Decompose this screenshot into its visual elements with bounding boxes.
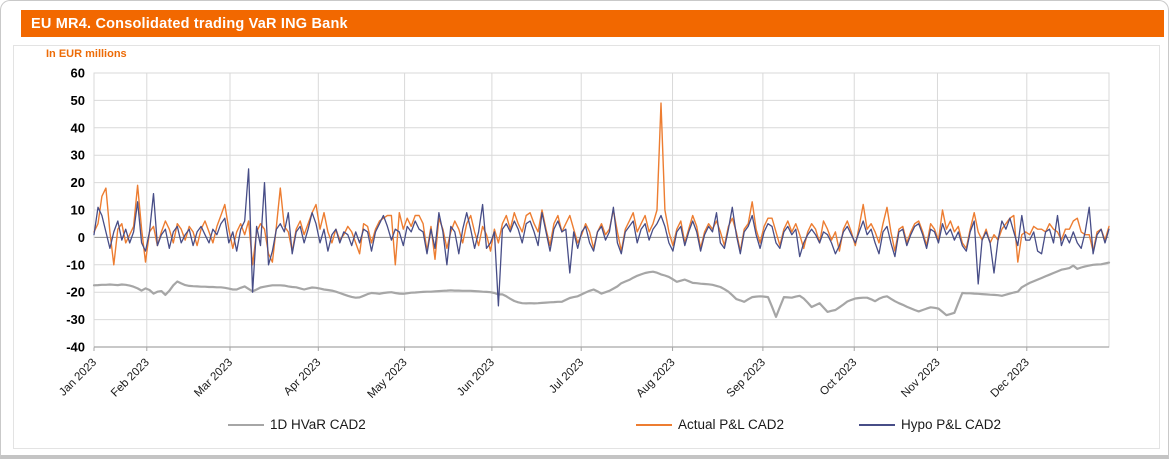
- series-line-1: [93, 102, 1110, 266]
- chart-frame: [13, 45, 1160, 449]
- chart-legend: 1D HVaR CAD2 Actual P&L CAD2 Hypo P&L CA…: [14, 414, 1158, 440]
- svg-text:0: 0: [78, 230, 85, 245]
- svg-text:60: 60: [71, 66, 85, 81]
- svg-text:Jun 2023: Jun 2023: [455, 357, 497, 399]
- legend-item-actual: Actual P&L CAD2: [636, 417, 784, 432]
- legend-label: 1D HVaR CAD2: [270, 417, 366, 432]
- chart-title: EU MR4. Consolidated trading VaR ING Ban…: [31, 15, 348, 32]
- legend-label: Hypo P&L CAD2: [901, 417, 1002, 432]
- svg-text:Apr 2023: Apr 2023: [282, 357, 323, 398]
- svg-text:-40: -40: [66, 340, 85, 355]
- svg-text:Oct 2023: Oct 2023: [818, 357, 859, 398]
- svg-text:50: 50: [71, 93, 85, 108]
- svg-text:Nov 2023: Nov 2023: [899, 357, 942, 400]
- legend-swatch: [228, 423, 264, 426]
- svg-text:10: 10: [71, 203, 85, 218]
- svg-text:-10: -10: [66, 257, 85, 272]
- legend-swatch: [636, 423, 672, 426]
- svg-text:Dec 2023: Dec 2023: [989, 357, 1032, 400]
- legend-item-hvar: 1D HVaR CAD2: [228, 417, 366, 432]
- svg-text:Mar 2023: Mar 2023: [192, 357, 235, 400]
- y-axis-unit-label: In EUR millions: [46, 48, 127, 60]
- plot-area: 60 50 40 30 20 10 0 -10 -20 -30 -40 Jan 2023 Feb 202…: [14, 46, 1158, 406]
- series-line-2: [93, 168, 1110, 307]
- plot-svg: 60 50 40 30 20 10 0 -10 -20 -30 -40 Jan 2023 Feb 202…: [57, 66, 1111, 401]
- svg-text:Feb 2023: Feb 2023: [109, 357, 152, 400]
- legend-swatch: [859, 423, 895, 426]
- svg-text:May 2023: May 2023: [366, 357, 410, 401]
- svg-text:20: 20: [71, 175, 85, 190]
- svg-text:-20: -20: [66, 285, 85, 300]
- series-line-0: [92, 261, 1111, 318]
- svg-text:Sep 2023: Sep 2023: [725, 357, 768, 400]
- svg-text:40: 40: [71, 120, 85, 135]
- svg-text:Aug 2023: Aug 2023: [634, 357, 677, 400]
- svg-text:Jan 2023: Jan 2023: [57, 357, 99, 399]
- svg-text:Jul 2023: Jul 2023: [547, 357, 586, 396]
- svg-text:30: 30: [71, 148, 85, 163]
- legend-item-hypo: Hypo P&L CAD2: [859, 417, 1001, 432]
- svg-text:-30: -30: [66, 312, 85, 327]
- chart-title-bar: EU MR4. Consolidated trading VaR ING Ban…: [21, 10, 1164, 37]
- legend-label: Actual P&L CAD2: [678, 417, 785, 432]
